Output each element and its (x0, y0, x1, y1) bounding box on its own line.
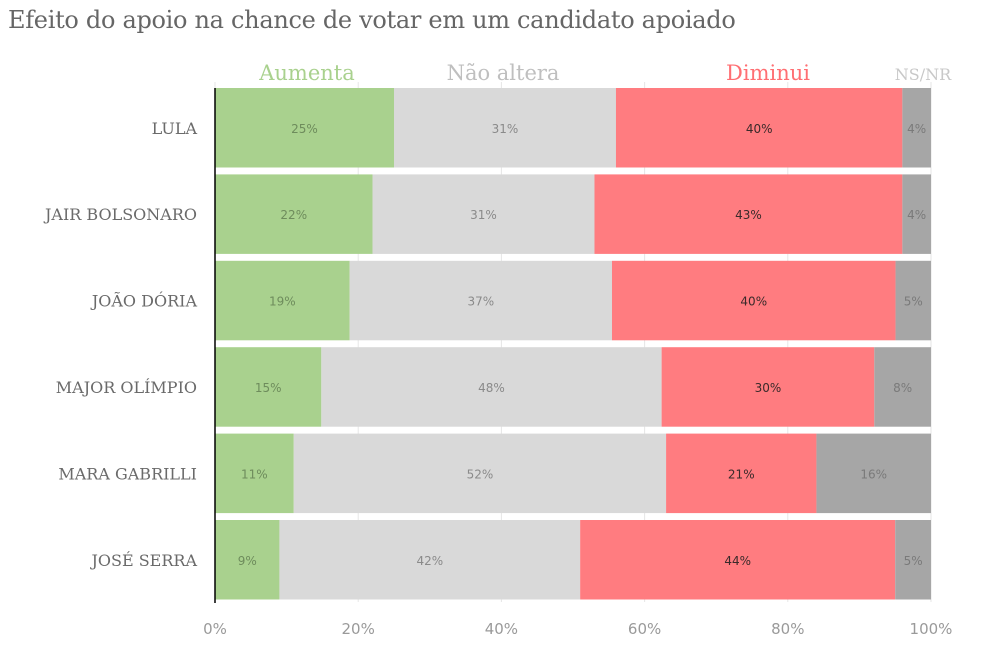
legend-n-o-altera: Não altera (447, 61, 560, 85)
data-label: 52% (467, 467, 494, 481)
x-tick-label: 80% (771, 620, 804, 638)
category-label: MAJOR OLÍMPIO (56, 377, 197, 397)
bar-segment (372, 174, 595, 254)
legend-diminui: Diminui (726, 61, 810, 85)
legend-ns-nr: NS/NR (895, 65, 952, 84)
data-label: 16% (860, 467, 887, 481)
bar-segment (816, 433, 931, 514)
data-label: 31% (470, 208, 497, 222)
bar-segment (215, 347, 322, 427)
bar-segment (215, 433, 294, 514)
data-label: 19% (269, 295, 296, 309)
data-label: 25% (291, 122, 318, 136)
bar-segment (902, 174, 931, 254)
x-tick-label: 20% (342, 620, 375, 638)
legend-aumenta: Aumenta (258, 61, 355, 85)
bar-segment (666, 433, 817, 514)
chart-title: Efeito do apoio na chance de votar em um… (8, 6, 736, 34)
data-label: 11% (241, 467, 268, 481)
category-label: JOSÉ SERRA (89, 550, 197, 570)
bar-segment (615, 88, 903, 168)
data-label: 15% (255, 381, 282, 395)
bar-segment (279, 520, 581, 600)
category-label: JAIR BOLSONARO (43, 205, 197, 224)
category-label: MARA GABRILLI (58, 464, 197, 483)
bar-segment (349, 260, 612, 341)
x-tick-label: 40% (485, 620, 518, 638)
bar-segment (580, 520, 896, 600)
data-label: 4% (907, 208, 926, 222)
data-label: 40% (746, 122, 773, 136)
category-label: JOÃO DÓRIA (90, 291, 198, 311)
bar-segment (215, 260, 350, 341)
x-tick-label: 100% (910, 620, 953, 638)
bar-segment (321, 347, 662, 427)
data-label: 5% (904, 295, 923, 309)
bar-segment (895, 520, 931, 600)
data-label: 48% (478, 381, 505, 395)
data-label: 42% (416, 554, 443, 568)
bar-segment (895, 260, 931, 341)
data-label: 31% (492, 122, 519, 136)
data-label: 37% (468, 295, 495, 309)
bar-segment (661, 347, 875, 427)
bar-segment (215, 520, 280, 600)
data-label: 21% (728, 467, 755, 481)
x-tick-label: 60% (628, 620, 661, 638)
bar-segment (394, 88, 616, 168)
bar-segment (902, 88, 931, 168)
data-label: 40% (740, 295, 767, 309)
data-label: 43% (735, 208, 762, 222)
bar-segment (611, 260, 896, 341)
x-tick-label: 0% (203, 620, 227, 638)
data-label: 8% (893, 381, 912, 395)
category-label: LULA (152, 119, 198, 138)
bar-segment (215, 174, 373, 254)
bar-segment (874, 347, 931, 427)
data-label: 4% (907, 122, 926, 136)
bar-segment (215, 88, 394, 168)
data-label: 22% (280, 208, 307, 222)
bar-segment (594, 174, 903, 254)
bar-segment (293, 433, 667, 514)
data-label: 30% (755, 381, 782, 395)
data-label: 9% (238, 554, 257, 568)
data-label: 5% (904, 554, 923, 568)
data-label: 44% (724, 554, 751, 568)
